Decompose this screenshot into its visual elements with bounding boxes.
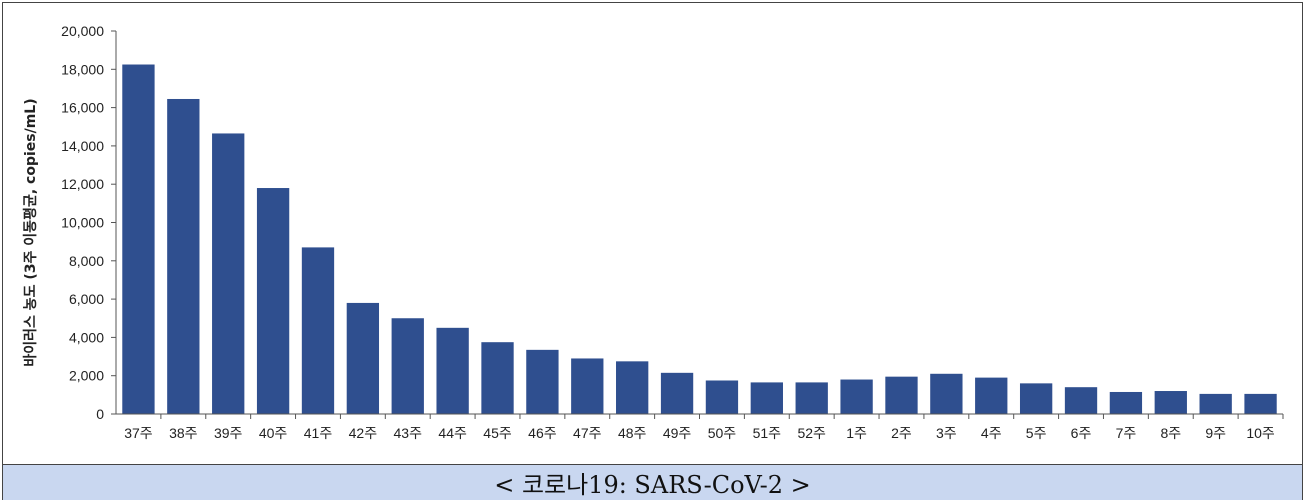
bar [1019, 383, 1053, 414]
x-tick-label: 42주 [349, 425, 378, 441]
bar [616, 361, 649, 414]
x-tick-label: 6주 [1071, 425, 1092, 441]
caption: < 코로나19: SARS-CoV-2 > [494, 471, 811, 499]
x-tick-label: 51주 [753, 425, 782, 441]
y-tick-label: 0 [96, 406, 104, 422]
bar [256, 188, 290, 414]
bar [930, 373, 963, 414]
bars [122, 64, 1277, 415]
caption-bar: < 코로나19: SARS-CoV-2 > [3, 464, 1302, 500]
y-tick-label: 10,000 [61, 215, 104, 231]
bar [526, 349, 559, 414]
bar [122, 64, 155, 414]
bar [750, 382, 783, 414]
bar [481, 342, 514, 414]
bar [795, 382, 828, 414]
x-tick-label: 5주 [1026, 425, 1047, 441]
x-tick-label: 7주 [1116, 425, 1137, 441]
x-tick-label: 1주 [846, 425, 867, 441]
x-tick-label: 3주 [936, 425, 957, 441]
x-tick-label: 41주 [304, 425, 333, 441]
bar [975, 377, 1008, 414]
x-tick-label: 38주 [169, 425, 198, 441]
x-tick-label: 9주 [1205, 425, 1226, 441]
y-axis-label: 바이러스 농도 (3주 이동평균, copies/mL) [22, 98, 39, 366]
bar [885, 376, 918, 414]
x-tick-label: 37주 [124, 425, 153, 441]
bar [212, 133, 245, 414]
x-tick-label: 44주 [438, 425, 467, 441]
bar [840, 379, 873, 414]
x-tick-label: 4주 [981, 425, 1002, 441]
bar [571, 358, 604, 414]
x-tick-label: 46주 [528, 425, 557, 441]
bar [1064, 387, 1098, 414]
bar [436, 327, 469, 414]
x-tick-label: 50주 [708, 425, 737, 441]
bar [167, 98, 200, 415]
y-tick-label: 6,000 [69, 291, 104, 307]
x-axis: 37주 38주 39주 40주 41주 42주 43주 44주 45주 46주 47주 48주 49주 5… [116, 413, 1284, 441]
y-tick-label: 2,000 [69, 368, 104, 384]
bar [1244, 393, 1277, 414]
bar [391, 318, 424, 414]
x-tick-label: 45주 [483, 425, 512, 441]
x-tick-label: 52주 [797, 425, 826, 441]
y-tick-label: 8,000 [69, 253, 104, 269]
x-tick-label: 48주 [618, 425, 647, 441]
bar [1109, 391, 1143, 414]
bar [346, 302, 380, 414]
bar [301, 247, 335, 414]
x-tick-label: 43주 [394, 425, 423, 441]
x-tick-label: 49주 [663, 425, 692, 441]
bar [1154, 391, 1187, 414]
x-tick-label: 47주 [573, 425, 602, 441]
x-tick-label: 39주 [214, 425, 243, 441]
y-tick-label: 16,000 [61, 100, 104, 116]
y-tick-label: 4,000 [69, 329, 104, 345]
y-tick-label: 14,000 [61, 138, 104, 154]
bar-chart: 0 2,000 4,000 6,000 8,000 10,000 12,000 14,000 1… [22, 23, 1284, 441]
bar [660, 372, 694, 414]
bar [1199, 393, 1232, 414]
y-axis: 0 2,000 4,000 6,000 8,000 10,000 12,000 14,000 1… [61, 23, 117, 422]
x-tick-label: 10주 [1246, 425, 1275, 441]
x-tick-label: 40주 [259, 425, 288, 441]
x-tick-label: 2주 [891, 425, 912, 441]
bar [705, 380, 739, 414]
x-tick-label: 8주 [1160, 425, 1181, 441]
y-tick-label: 20,000 [61, 23, 104, 39]
y-tick-label: 12,000 [61, 176, 104, 192]
y-tick-label: 18,000 [61, 61, 104, 77]
